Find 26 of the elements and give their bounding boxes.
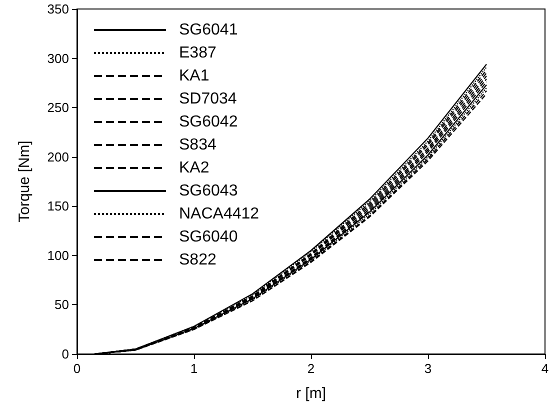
y-tick-label: 300 xyxy=(47,50,69,66)
x-tick-label: 0 xyxy=(73,361,81,376)
x-axis-title: r [m] xyxy=(296,385,326,402)
legend-label: SG6040 xyxy=(179,228,238,246)
x-tick-label: 3 xyxy=(424,361,432,376)
legend-label: SG6042 xyxy=(179,114,238,130)
legend-label: NACA4412 xyxy=(179,206,260,222)
legend-label: KA1 xyxy=(179,68,210,84)
y-tick-label: 150 xyxy=(47,198,69,214)
y-tick-label: 100 xyxy=(47,248,69,263)
x-tick-label: 4 xyxy=(541,361,549,376)
y-axis-title: Torque [Nm] xyxy=(16,140,33,222)
y-tick-label: 200 xyxy=(47,149,69,164)
legend-label: SG6043 xyxy=(179,182,238,200)
y-tick-label: 350 xyxy=(47,2,69,16)
x-tick-label: 1 xyxy=(190,361,198,376)
x-tick-label: 2 xyxy=(307,361,315,376)
legend-label: SG6041 xyxy=(179,22,238,38)
y-tick-label: 250 xyxy=(47,100,69,116)
legend-label: S834 xyxy=(179,136,216,154)
legend-label: E387 xyxy=(179,44,216,62)
y-tick-label: 50 xyxy=(54,297,69,312)
legend-label: KA2 xyxy=(179,160,210,176)
legend-label: S822 xyxy=(179,252,216,268)
legend-label: SD7034 xyxy=(179,90,237,108)
y-tick-label: 0 xyxy=(62,346,69,362)
